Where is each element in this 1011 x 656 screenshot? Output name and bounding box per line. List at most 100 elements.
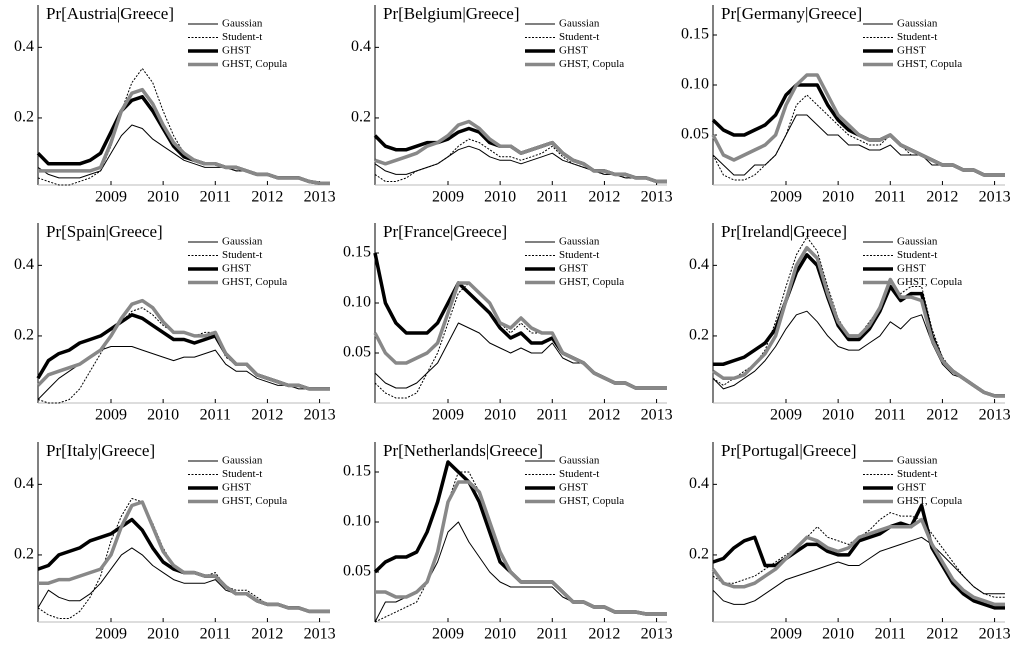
legend-label: GHST, Copula — [897, 495, 962, 507]
x-tick-label: 2010 — [822, 407, 854, 424]
y-tick-label: 0.4 — [689, 256, 709, 273]
y-tick-label: 0.4 — [14, 475, 34, 492]
series-line — [374, 138, 667, 182]
y-tick-label: 0.4 — [689, 475, 709, 492]
x-tick-label: 2012 — [251, 626, 283, 643]
x-tick-label: 2010 — [822, 189, 854, 206]
panel-title: Pr[France|Greece] — [383, 222, 507, 241]
legend-label: GHST, Copula — [222, 495, 287, 507]
x-tick-label: 2009 — [770, 626, 802, 643]
legend-label: GHST, Copula — [222, 276, 287, 288]
legend-label: GHST — [897, 263, 926, 275]
legend-label: GHST — [897, 45, 926, 57]
x-tick-label: 2012 — [588, 189, 620, 206]
x-tick-label: 2012 — [926, 626, 958, 643]
y-tick-label: 0.10 — [343, 294, 371, 311]
y-tick-label: 0.05 — [343, 344, 371, 361]
x-tick-label: 2010 — [484, 626, 516, 643]
legend-label: Gaussian — [897, 18, 938, 30]
x-tick-label: 2011 — [200, 407, 231, 424]
y-tick-label: 0.10 — [343, 513, 371, 530]
series-line — [374, 521, 667, 623]
series-line — [712, 245, 1005, 398]
legend-label: GHST, Copula — [559, 276, 624, 288]
x-tick-label: 2009 — [770, 407, 802, 424]
legend-label: Student-t — [222, 249, 262, 261]
series-line — [38, 87, 330, 185]
x-tick-label: 2012 — [588, 407, 620, 424]
series-line — [712, 236, 1005, 397]
x-tick-label: 2012 — [588, 626, 620, 643]
x-tick-label: 2009 — [95, 407, 127, 424]
x-tick-label: 2009 — [432, 189, 464, 206]
series-line — [373, 281, 667, 390]
panel-title: Pr[Ireland|Greece] — [721, 222, 847, 241]
legend-label: Gaussian — [559, 455, 600, 467]
panel-title: Pr[Belgium|Greece] — [383, 4, 520, 23]
legend-label: Student-t — [897, 249, 937, 261]
legend-label: Student-t — [897, 468, 937, 480]
x-tick-label: 2011 — [537, 189, 568, 206]
y-tick-label: 0.4 — [351, 38, 371, 55]
legend-label: GHST — [897, 482, 926, 494]
x-tick-label: 2013 — [979, 189, 1011, 206]
x-tick-label: 2013 — [641, 407, 673, 424]
series-line — [374, 282, 667, 399]
legend-label: GHST — [222, 263, 251, 275]
x-tick-label: 2009 — [95, 626, 127, 643]
series-line — [711, 517, 1005, 607]
x-tick-label: 2013 — [641, 626, 673, 643]
panel-title: Pr[Spain|Greece] — [46, 222, 163, 241]
series-line — [37, 547, 330, 612]
legend-label: Gaussian — [897, 236, 938, 248]
panel-title: Pr[Austria|Greece] — [46, 4, 174, 23]
x-tick-label: 2011 — [200, 189, 231, 206]
panel-title: Pr[Portugal|Greece] — [721, 441, 857, 460]
legend-label: Gaussian — [559, 18, 600, 30]
series-line — [712, 536, 1005, 605]
series-line — [37, 517, 330, 614]
x-tick-label: 2011 — [875, 189, 906, 206]
x-tick-label: 2012 — [251, 407, 283, 424]
series-line — [712, 310, 1005, 397]
series-line — [375, 480, 667, 616]
y-tick-label: 0.05 — [681, 126, 709, 143]
x-tick-label: 2010 — [822, 626, 854, 643]
x-tick-label: 2010 — [484, 189, 516, 206]
y-tick-label: 0.2 — [689, 546, 709, 563]
x-tick-label: 2010 — [147, 626, 179, 643]
legend-label: GHST, Copula — [897, 58, 962, 70]
legend-label: Student-t — [559, 249, 599, 261]
y-tick-label: 0.10 — [681, 76, 709, 93]
x-tick-label: 2011 — [537, 626, 568, 643]
y-tick-label: 0.2 — [689, 327, 709, 344]
series-line — [374, 119, 667, 184]
legend-label: Gaussian — [222, 18, 263, 30]
legend-label: Student-t — [222, 468, 262, 480]
x-tick-label: 2012 — [926, 407, 958, 424]
series-line — [37, 346, 330, 400]
x-tick-label: 2009 — [432, 626, 464, 643]
legend-label: Student-t — [559, 468, 599, 480]
y-tick-label: 0.15 — [343, 244, 371, 261]
y-tick-label: 0.2 — [14, 327, 34, 344]
series-line — [711, 83, 1005, 177]
legend-label: Student-t — [222, 31, 262, 43]
legend-label: GHST, Copula — [897, 276, 962, 288]
series-line — [712, 512, 1005, 598]
series-line — [38, 500, 330, 614]
legend-label: GHST, Copula — [559, 58, 624, 70]
series-line — [711, 73, 1005, 177]
legend-label: Gaussian — [222, 455, 263, 467]
x-tick-label: 2013 — [641, 189, 673, 206]
x-tick-label: 2010 — [147, 189, 179, 206]
series-line — [36, 313, 330, 391]
x-tick-label: 2009 — [95, 189, 127, 206]
series-line — [37, 68, 330, 186]
series-line — [37, 498, 330, 619]
panel-title: Pr[Italy|Greece] — [46, 441, 155, 460]
x-tick-label: 2013 — [304, 189, 336, 206]
legend-label: GHST — [559, 482, 588, 494]
panel-title: Pr[Netherlands|Greece] — [383, 441, 543, 460]
y-tick-label: 0.2 — [14, 546, 34, 563]
